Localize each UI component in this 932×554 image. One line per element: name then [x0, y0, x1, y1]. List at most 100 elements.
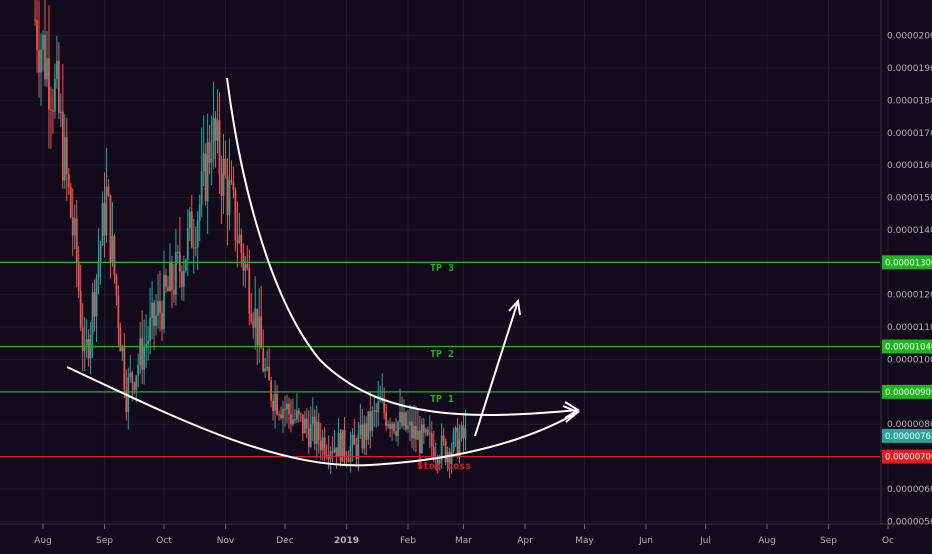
y-tick-label: 0.00001700	[887, 129, 932, 139]
candle-body	[234, 189, 237, 241]
candle-body	[292, 419, 294, 425]
candle-body	[73, 218, 76, 236]
candle-body	[274, 394, 276, 411]
candle-body	[355, 444, 358, 460]
lower-arc-drawing[interactable]	[66, 366, 579, 467]
candle-body	[295, 410, 298, 420]
candle-body	[286, 403, 288, 410]
candle-body	[349, 446, 352, 462]
candle-body	[428, 433, 431, 435]
candle-body	[63, 137, 66, 181]
y-tick-label: 0.00000500	[887, 517, 932, 527]
candle-body	[399, 411, 401, 423]
upper-arc-drawing[interactable]	[226, 77, 579, 416]
candle-body	[294, 419, 296, 421]
candle-body	[331, 451, 334, 453]
candle-body	[385, 412, 388, 427]
candle-body	[379, 400, 382, 402]
candle-body	[252, 321, 255, 328]
candle-body	[329, 451, 332, 459]
candle-body	[224, 158, 227, 176]
breakout-arrow-drawing[interactable]	[474, 300, 519, 437]
candle-body	[387, 424, 390, 427]
candle-body	[176, 251, 179, 253]
candle-body	[44, 34, 46, 80]
candle-body	[307, 428, 310, 447]
candle-body	[268, 366, 271, 381]
time-axis[interactable]: Aug Sep Oct Nov Dec 2019 Feb Mar Apr May Jun Jul Aug…	[34, 524, 894, 546]
candle-body	[81, 327, 84, 352]
candle-body	[389, 424, 392, 429]
candle-body	[347, 460, 350, 462]
candle-body	[34, 19, 36, 21]
candle-body	[101, 202, 104, 246]
candle-body	[236, 240, 239, 243]
candle-body	[192, 247, 195, 249]
candle-body	[248, 267, 251, 314]
candle-body	[167, 287, 169, 292]
candle-body	[77, 262, 80, 291]
candle-body	[220, 173, 223, 196]
candle-body	[391, 423, 394, 429]
candle-body	[303, 418, 306, 434]
candle-body	[97, 261, 100, 278]
x-tick-label: Mar	[455, 536, 472, 546]
level-labels: TP 3 TP 2 TP 1 Stop Loss	[417, 263, 471, 472]
candle-body	[305, 418, 308, 429]
y-tick-label: 0.00001800	[887, 96, 932, 106]
candle-body	[375, 410, 378, 413]
candle-body	[103, 202, 106, 236]
candle-body	[444, 440, 447, 463]
candle-body	[198, 204, 201, 221]
candle-body	[115, 275, 118, 296]
candle-body	[67, 174, 70, 188]
candle-body	[188, 211, 191, 228]
candle-body	[38, 50, 40, 73]
price-tag	[882, 449, 932, 464]
candle-body	[460, 425, 463, 439]
candle-body	[232, 182, 235, 190]
x-tick-label: Sep	[96, 536, 113, 546]
candle-body	[246, 264, 249, 268]
candle-body	[79, 290, 82, 328]
breakout-arrowhead	[508, 298, 521, 316]
candle-body	[393, 423, 395, 432]
candle-body	[204, 153, 207, 202]
candle-body	[149, 317, 152, 342]
candle-body	[46, 58, 48, 80]
candle-body	[321, 437, 324, 451]
candle-body	[319, 440, 322, 451]
y-tick-label: 0.00001000	[887, 355, 932, 365]
candle-body	[54, 78, 56, 112]
candle-body	[369, 411, 372, 431]
candle-body	[141, 338, 144, 370]
candle-body	[250, 313, 253, 322]
candle-body	[288, 403, 290, 415]
candle-body	[139, 338, 142, 365]
candle-body	[169, 262, 171, 292]
candle-body	[216, 120, 219, 141]
candle-body	[299, 413, 302, 415]
candle-body	[85, 339, 88, 346]
drawings	[66, 77, 580, 467]
candle-body	[226, 175, 229, 216]
candle-body	[91, 292, 94, 335]
candle-body	[137, 364, 140, 376]
price-axis[interactable]: 0.00002000 0.00001900 0.00001800 0.00001700…	[882, 32, 932, 528]
price-tag-label: 0.00000900	[885, 388, 932, 398]
candle-body	[218, 120, 221, 174]
price-tag-label: 0.00001300	[885, 258, 932, 268]
candle-body	[214, 117, 217, 141]
candle-body	[339, 432, 342, 462]
candle-body	[401, 411, 403, 426]
candle-body	[357, 434, 360, 460]
x-tick-label: Feb	[400, 536, 416, 546]
candle-body	[69, 187, 72, 217]
candle-body	[125, 389, 128, 412]
candle-body	[119, 328, 122, 352]
candle-body	[264, 368, 267, 372]
candle-body	[418, 430, 421, 453]
candle-body	[462, 425, 465, 439]
